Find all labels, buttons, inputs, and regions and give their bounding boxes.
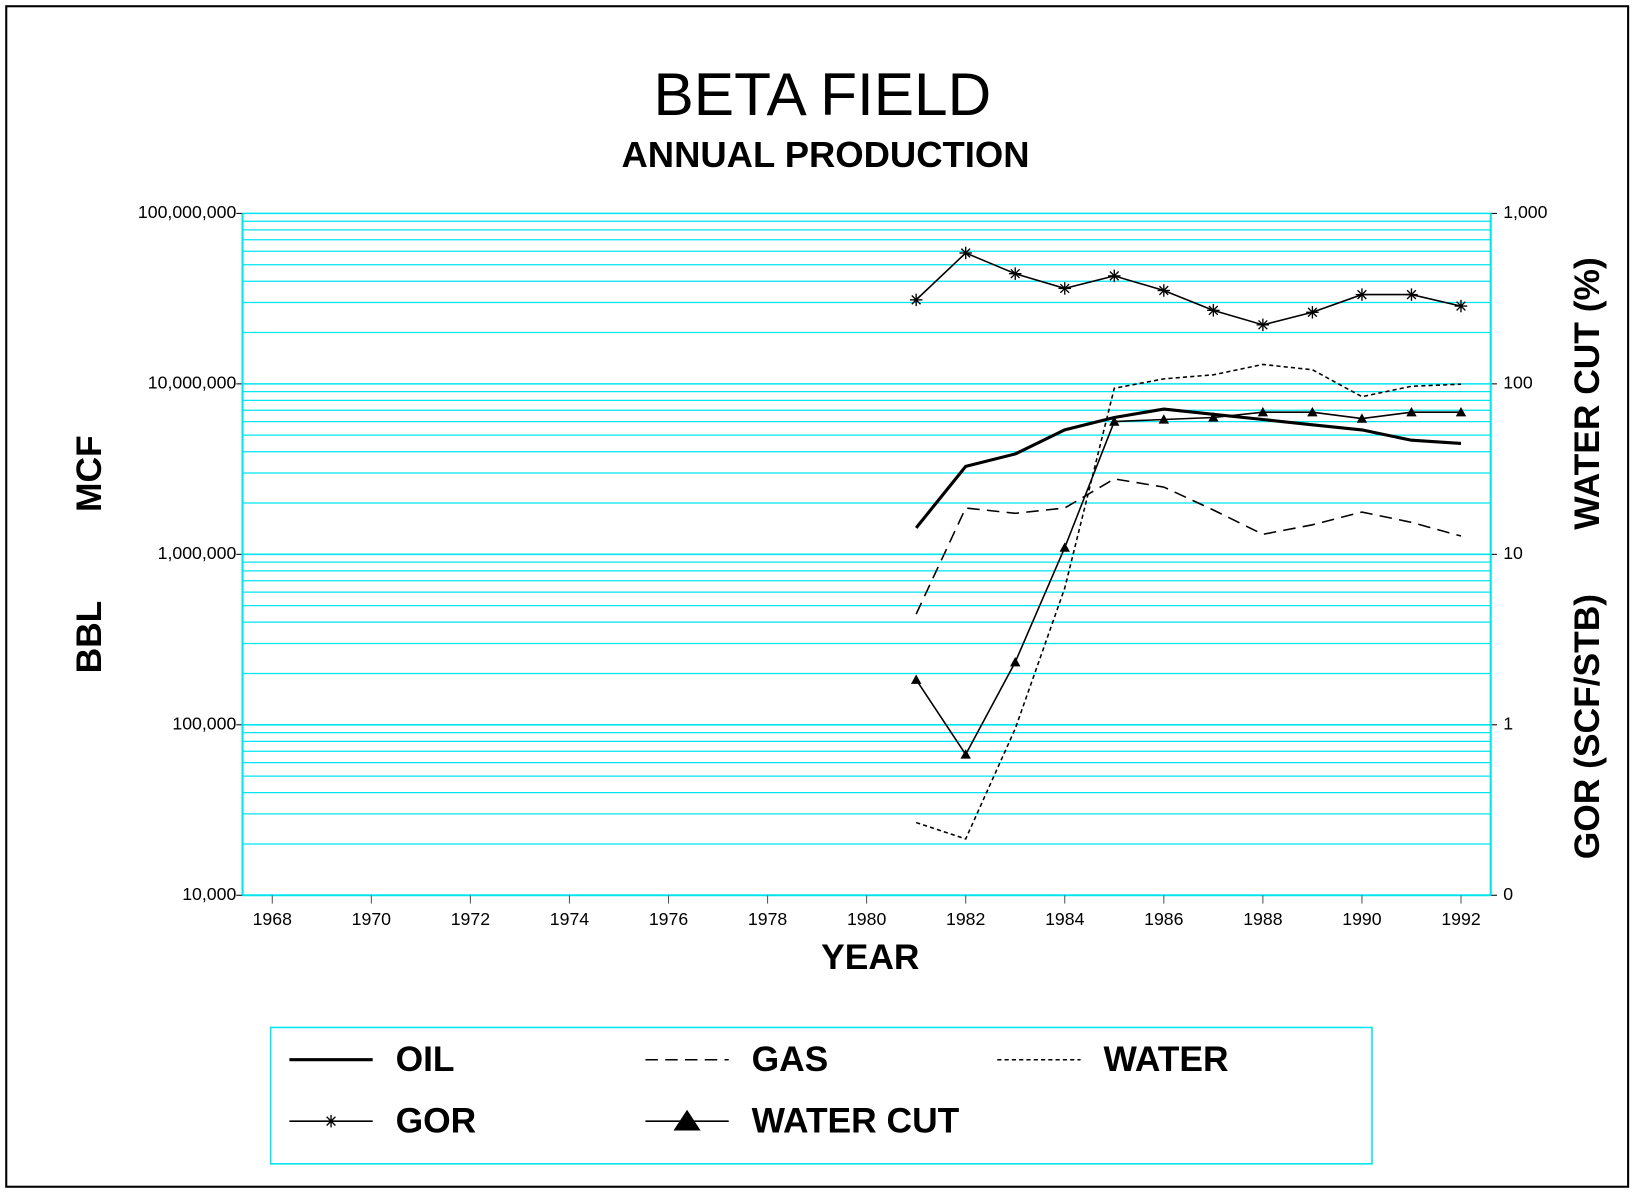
marker-stroke — [326, 1116, 336, 1127]
series-line — [915, 252, 1462, 326]
marker — [1405, 288, 1418, 301]
marker — [1257, 406, 1269, 417]
marker-stroke — [1158, 285, 1169, 296]
marker — [1208, 412, 1219, 422]
x-tick-label: 1970 — [352, 909, 392, 929]
x-tick-label: 1982 — [946, 909, 985, 929]
marker — [1157, 284, 1171, 297]
x-tick-label: 1976 — [649, 909, 689, 929]
x-tick-label: 1984 — [1045, 909, 1085, 929]
legend-label: OIL — [396, 1040, 455, 1079]
y2-tick-label: 100 — [1503, 373, 1533, 393]
marker — [909, 293, 923, 307]
series-line — [915, 478, 1462, 615]
marker — [1455, 406, 1467, 417]
marker-stroke — [1357, 289, 1367, 300]
y-tick-label: 10,000 — [182, 884, 236, 904]
marker — [1059, 542, 1070, 552]
marker-stroke — [1059, 283, 1070, 294]
marker — [959, 246, 972, 260]
legend-label: GOR — [396, 1102, 477, 1141]
marker — [1454, 299, 1468, 313]
marker-stroke — [1307, 307, 1318, 318]
y2-axis-title: GOR (SCF/STB) — [1568, 594, 1607, 859]
x-tick-label: 1990 — [1342, 909, 1382, 929]
marker — [1307, 406, 1318, 417]
marker-stroke — [1456, 301, 1466, 311]
y-axis-title: MCF — [70, 435, 109, 512]
marker — [1109, 416, 1120, 426]
x-tick-label: 1968 — [253, 909, 293, 929]
y2-tick-label: 1,000 — [1503, 202, 1547, 222]
marker — [910, 674, 922, 684]
marker — [1108, 269, 1121, 283]
marker — [1058, 282, 1071, 295]
marker — [1306, 306, 1319, 319]
legend-label: WATER — [1103, 1040, 1228, 1079]
x-tick-label: 1974 — [550, 909, 590, 929]
legend-label: WATER CUT — [752, 1102, 960, 1141]
legend-box — [269, 1026, 1373, 1165]
y-tick-label: 1,000,000 — [158, 543, 237, 563]
x-tick-label: 1972 — [451, 909, 490, 929]
marker-stroke — [1406, 289, 1417, 300]
marker — [1355, 288, 1369, 301]
x-tick-label: 1988 — [1243, 909, 1283, 929]
marker-stroke — [1258, 319, 1268, 330]
marker-stroke — [1208, 305, 1219, 316]
y2-tick-label: 1 — [1503, 713, 1513, 733]
series-line — [914, 407, 1462, 529]
series-line — [915, 411, 1461, 756]
marker — [1158, 414, 1170, 424]
y2-tick-label: 0 — [1503, 884, 1513, 904]
x-tick-label: 1978 — [748, 909, 788, 929]
x-tick-label: 1986 — [1144, 909, 1184, 929]
y-tick-label: 100,000 — [172, 713, 236, 733]
marker — [1406, 406, 1417, 417]
y-axis-title: BBL — [70, 601, 109, 674]
marker-stroke — [1109, 271, 1120, 281]
x-axis-title: YEAR — [821, 938, 919, 977]
y2-axis-title: WATER CUT (%) — [1568, 257, 1607, 529]
chart-title: BETA FIELD — [654, 60, 992, 128]
marker — [673, 1109, 701, 1131]
marker — [1008, 267, 1022, 280]
marker — [960, 749, 971, 759]
y-tick-label: 10,000,000 — [148, 373, 237, 393]
chart-root: BETA FIELD ANNUAL PRODUCTION YEAR MCF BB… — [5, 5, 1630, 1188]
x-tick-label: 1992 — [1441, 909, 1480, 929]
x-tick-label: 1980 — [847, 909, 887, 929]
marker — [1207, 304, 1220, 317]
marker — [324, 1114, 338, 1128]
y2-tick-label: 10 — [1503, 543, 1523, 563]
y-tick-label: 100,000,000 — [138, 202, 237, 222]
frame — [5, 5, 1630, 1188]
legend-label: GAS — [752, 1040, 829, 1079]
marker-stroke — [911, 295, 922, 305]
marker-stroke — [960, 248, 971, 258]
marker — [1010, 656, 1021, 667]
marker — [1356, 413, 1368, 423]
marker-stroke — [1010, 268, 1021, 279]
chart-subtitle: ANNUAL PRODUCTION — [621, 134, 1029, 175]
marker — [1256, 318, 1270, 332]
